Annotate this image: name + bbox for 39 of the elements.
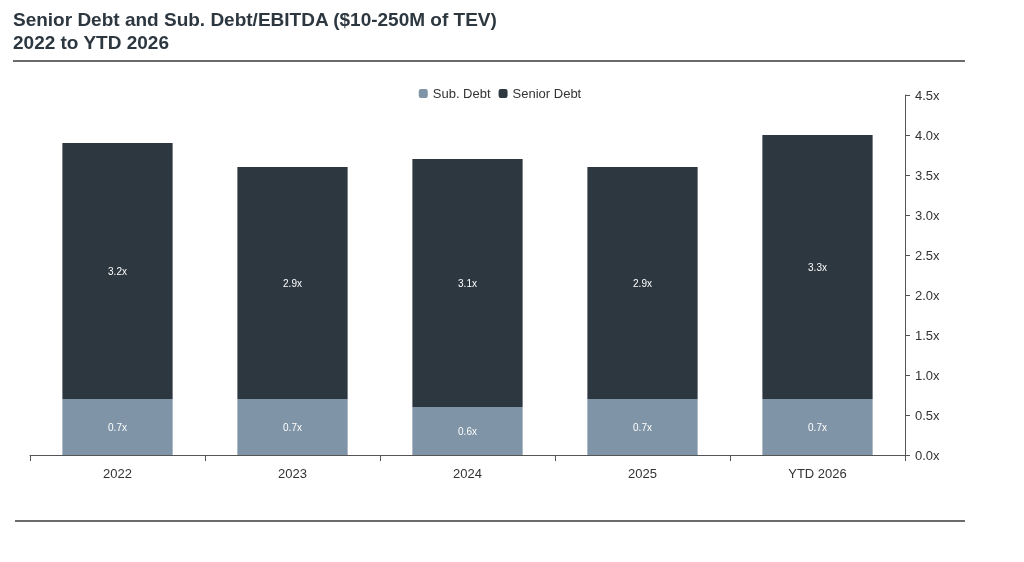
bar	[412, 159, 523, 407]
y-tick-label: 4.5x	[915, 87, 941, 103]
x-tick-label: 2025	[628, 466, 657, 481]
bar	[762, 399, 873, 455]
data-label: 0.6x	[458, 425, 477, 437]
y-tick-label: 1.0x	[915, 367, 941, 383]
chart-title: Senior Debt and Sub. Debt/EBITDA ($10-250M of TEV)	[13, 8, 498, 31]
x-tick-label: 2022	[103, 466, 132, 481]
bar	[62, 143, 173, 399]
data-label: 3.3x	[808, 261, 827, 273]
bar	[587, 167, 698, 399]
bar	[237, 399, 348, 455]
chart-subtitle: 2022 to YTD 2026	[13, 31, 170, 54]
data-label: 0.7x	[283, 421, 302, 433]
data-label: 0.7x	[808, 421, 827, 433]
y-tick-label: 3.5x	[915, 167, 941, 183]
x-tick-label: 2024	[453, 466, 482, 481]
y-tick-label: 3.0x	[915, 207, 941, 223]
data-label: 3.1x	[458, 277, 477, 289]
y-tick-label: 4.0x	[915, 127, 941, 143]
data-label: 0.7x	[633, 421, 652, 433]
y-tick-label: 2.5x	[915, 247, 941, 263]
data-label: 2.9x	[283, 277, 302, 289]
bar	[62, 399, 173, 455]
x-tick-label: 2023	[278, 466, 307, 481]
bar	[762, 135, 873, 399]
bar	[237, 167, 348, 399]
data-label: 3.2x	[108, 265, 127, 277]
y-tick-label: 0.5x	[915, 407, 941, 423]
bar	[412, 407, 523, 455]
y-tick-label: 0.0x	[915, 447, 941, 463]
x-tick-label: YTD 2026	[788, 466, 847, 481]
legend-label: Senior Debt	[512, 86, 582, 101]
legend-label: Sub. Debt	[432, 86, 491, 101]
bar	[587, 399, 698, 455]
data-label: 0.7x	[108, 421, 127, 433]
y-tick-label: 2.0x	[915, 287, 941, 303]
y-tick-label: 1.5x	[915, 327, 941, 343]
data-label: 2.9x	[633, 277, 652, 289]
